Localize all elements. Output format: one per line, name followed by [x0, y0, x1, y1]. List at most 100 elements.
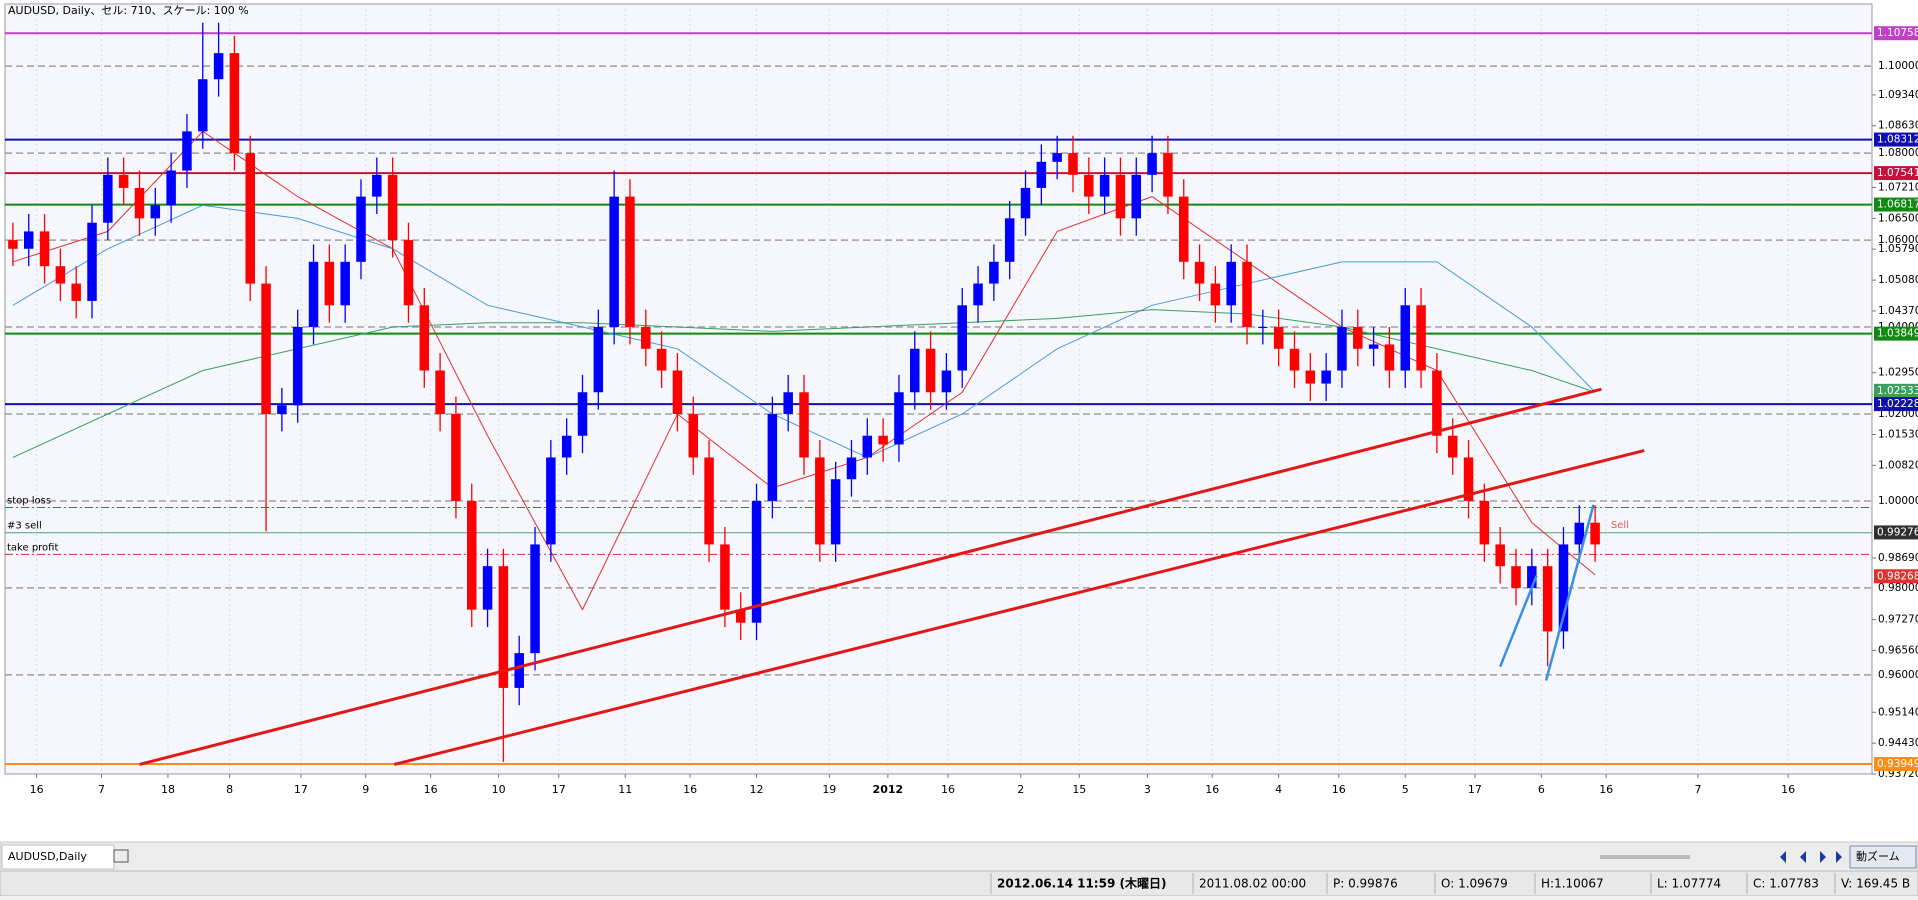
nav-buttons: [1780, 851, 1842, 863]
level-label: 0.96000: [1878, 669, 1918, 681]
x-tick-label: 12: [750, 783, 764, 796]
candle-body: [1131, 174, 1142, 219]
nav-first[interactable]: [1780, 851, 1786, 863]
order-label: stop loss: [7, 495, 51, 506]
candle-body: [451, 414, 461, 501]
trend-line: [393, 449, 1645, 766]
candle-body: [672, 370, 683, 414]
tab-icon[interactable]: [113, 849, 129, 863]
candle-body: [1447, 435, 1458, 458]
candle-body: [1353, 327, 1363, 349]
tab-label[interactable]: AUDUSD,Daily: [8, 850, 87, 863]
candle-body: [941, 370, 952, 393]
candle-body: [1479, 500, 1490, 545]
candle-body: [1463, 457, 1474, 501]
candle-body: [1020, 187, 1031, 219]
price-box-label: 1.10758: [1877, 27, 1918, 39]
candle-body: [1558, 544, 1569, 632]
x-tick-label: 9: [362, 783, 369, 796]
candle-body: [261, 283, 271, 414]
x-tick-label: 6: [1538, 783, 1545, 796]
price-box-label: 1.06817: [1877, 199, 1918, 211]
trend-line: [1499, 575, 1538, 668]
price-box: [1874, 569, 1918, 584]
candle-body: [55, 266, 66, 284]
price-box: [1874, 383, 1918, 398]
chart-tab[interactable]: [1, 844, 115, 870]
price-box-label: 0.98268: [1877, 570, 1918, 582]
x-tick-label: 18: [161, 783, 175, 796]
x-tick-label: 17: [1468, 783, 1482, 796]
candle-body: [704, 457, 714, 545]
x-tick-label: 16: [683, 783, 697, 796]
candle-body: [1590, 522, 1600, 545]
y-tick-label: 1.06500: [1878, 212, 1918, 224]
candle-body: [688, 414, 699, 458]
candle-body: [1542, 566, 1553, 632]
x-tick-label: 17: [294, 783, 308, 796]
candle-body: [1242, 261, 1252, 328]
zoom-button-label[interactable]: 動ズーム: [1856, 849, 1900, 863]
x-tick-label: 16: [941, 783, 955, 796]
candle-body: [1052, 153, 1062, 162]
candle-body: [182, 131, 192, 171]
candle-body: [1115, 174, 1126, 219]
x-tick-label: 2012: [873, 783, 904, 796]
candle-body: [87, 222, 97, 301]
x-tick-label: 16: [1781, 783, 1795, 796]
price-box: [1874, 757, 1918, 772]
chart-title: AUDUSD, Daily、セル: 710、スケール: 100 %: [8, 4, 249, 17]
x-tick-label: 15: [1072, 783, 1086, 796]
level-label: 1.10000: [1878, 60, 1918, 72]
status-text: 2011.08.02 00:00: [1199, 877, 1306, 891]
candle-body: [324, 261, 335, 306]
candle-body: [735, 609, 746, 623]
candle-body: [641, 327, 651, 349]
y-tick-label: 1.05080: [1878, 274, 1918, 286]
candle-body: [656, 348, 667, 371]
nav-next[interactable]: [1820, 851, 1826, 863]
candle-body: [1384, 344, 1395, 371]
x-tick-label: 2: [1017, 783, 1024, 796]
x-tick-label: 16: [1332, 783, 1346, 796]
nav-prev[interactable]: [1800, 851, 1806, 863]
candle-body: [593, 327, 604, 393]
candle-body: [783, 392, 793, 414]
candle-body: [1337, 327, 1347, 371]
candle-body: [846, 457, 857, 480]
zoom-button[interactable]: [1849, 845, 1917, 869]
price-box: [1874, 326, 1918, 341]
x-tick-label: 5: [1402, 783, 1409, 796]
nav-last[interactable]: [1836, 851, 1842, 863]
y-tick-label: 1.01530: [1878, 428, 1918, 440]
price-box: [1874, 525, 1918, 540]
y-tick-label: 1.04370: [1878, 305, 1918, 317]
status-text: L: 1.07774: [1657, 877, 1721, 891]
candle-body: [1226, 261, 1236, 306]
candle-body: [1495, 544, 1505, 567]
candle-body: [467, 500, 477, 610]
candle-body: [8, 240, 18, 249]
candle-body: [1163, 153, 1173, 197]
price-box: [1874, 132, 1918, 147]
price-box-label: 1.02533: [1877, 385, 1918, 397]
status-text: C: 1.07783: [1753, 877, 1819, 891]
candle-body: [403, 240, 414, 306]
candle-body: [292, 327, 303, 406]
candle-body: [577, 392, 588, 436]
x-tick-label: 16: [1205, 783, 1219, 796]
candle-body: [1400, 305, 1410, 371]
candle-body: [482, 566, 493, 610]
candle-body: [134, 187, 145, 219]
candle-body: [973, 283, 983, 306]
candle-body: [894, 392, 904, 445]
candle-body: [356, 196, 366, 262]
x-tick-label: 4: [1275, 783, 1282, 796]
level-label: 1.08000: [1878, 147, 1918, 159]
level-label: 0.98000: [1878, 582, 1918, 594]
price-box-label: 1.08312: [1877, 134, 1918, 146]
candle-body: [799, 392, 809, 458]
candle-body: [530, 544, 540, 654]
trend-line: [139, 387, 1602, 766]
